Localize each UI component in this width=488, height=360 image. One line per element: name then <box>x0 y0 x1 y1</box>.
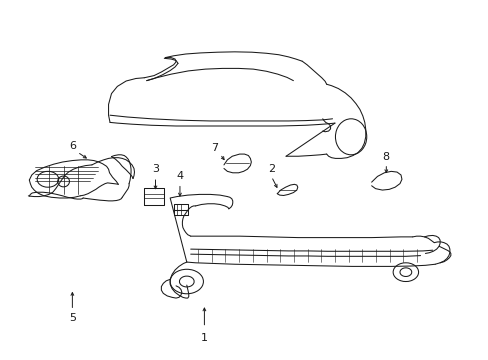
Text: 7: 7 <box>210 143 217 153</box>
Text: 2: 2 <box>267 164 274 174</box>
Text: 1: 1 <box>201 333 207 343</box>
Text: 6: 6 <box>69 141 76 151</box>
Text: 3: 3 <box>152 164 159 174</box>
Text: 5: 5 <box>69 312 76 323</box>
Text: 4: 4 <box>176 171 183 181</box>
Text: 8: 8 <box>382 152 389 162</box>
